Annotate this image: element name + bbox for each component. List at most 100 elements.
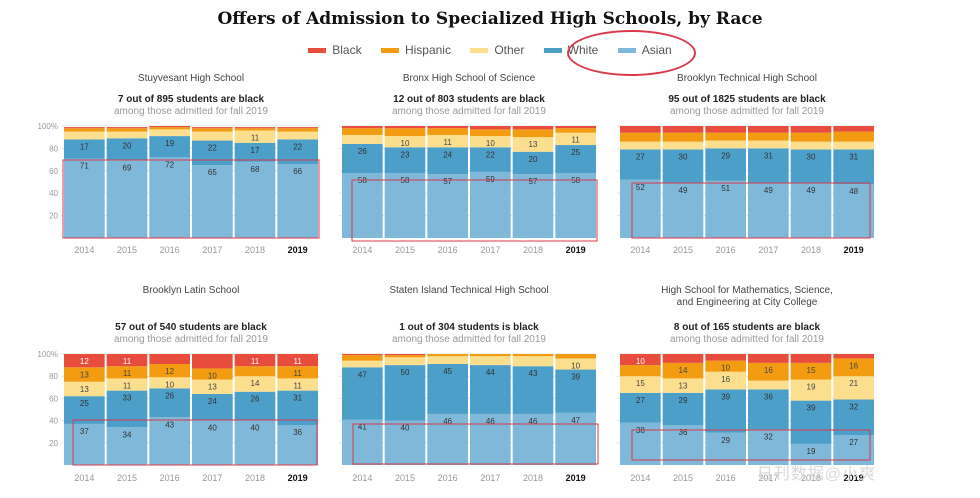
chart-2-bar-asian — [470, 171, 511, 238]
chart-3-bar-black — [748, 126, 789, 133]
chart-2-data-label: 25 — [571, 148, 580, 157]
chart-6-data-label: 21 — [849, 379, 858, 388]
chart-1-bar-hispanic — [234, 128, 276, 131]
chart-4-data-label: 37 — [80, 427, 89, 436]
chart-4-data-label: 25 — [80, 399, 89, 408]
chart-4-y-tick-label: 60 — [49, 394, 58, 403]
chart-6-data-label: 15 — [636, 379, 645, 388]
chart-1-bar-hispanic — [149, 127, 190, 130]
chart-6-bar-white — [748, 389, 789, 430]
chart-5-data-label: 46 — [486, 417, 495, 426]
chart-1-bar-asian — [277, 164, 318, 238]
chart-6-data-label: 36 — [764, 393, 773, 402]
chart-3-bar-other — [790, 141, 832, 150]
chart-3-bar-white — [620, 149, 661, 180]
chart-3-title: Brooklyn Technical High School — [677, 73, 817, 84]
chart-5-x-tick-label: 2014 — [352, 473, 372, 483]
chart-3-data-label: 49 — [807, 186, 816, 195]
chart-5-bar-asian — [384, 420, 426, 465]
chart-2-bar-white — [384, 147, 426, 174]
chart-6-x-tick-label: 2015 — [673, 473, 693, 483]
chart-4-data-label: 11 — [123, 381, 132, 390]
chart-3-x-tick-label: 2017 — [758, 245, 778, 255]
chart-1-bar-black — [234, 127, 276, 129]
chart-2-note: among those admitted for fall 2019 — [392, 106, 546, 117]
chart-2-x-tick-label: 2019 — [566, 245, 586, 255]
chart-6-bar-hispanic — [833, 358, 874, 377]
chart-2-bar-black — [427, 126, 468, 129]
chart-4-bar-black — [277, 354, 318, 367]
chart-2-bar-other — [384, 136, 426, 148]
chart-1-bar-asian — [149, 157, 190, 238]
chart-3-data-label: 27 — [636, 153, 645, 162]
chart-5-bar-hispanic — [342, 355, 383, 361]
chart-2-bar-asian — [384, 173, 426, 238]
chart-4-y-tick-label: 100% — [38, 350, 58, 359]
chart-1-data-label: 71 — [80, 161, 89, 170]
chart-5-bar-black — [342, 354, 383, 356]
chart-3-bar-hispanic — [833, 131, 874, 142]
chart-4-x-tick-label: 2017 — [202, 473, 222, 483]
chart-4-bar-black — [149, 354, 190, 364]
chart-6-bar-white — [620, 392, 661, 423]
chart-1-bar-hispanic — [192, 128, 233, 132]
chart-5-bar-white — [555, 369, 596, 413]
chart-3-bar-black — [790, 126, 832, 133]
chart-3-bar-other — [662, 141, 704, 150]
chart-2-bar-hispanic — [555, 128, 596, 133]
chart-6-data-label: 16 — [721, 375, 730, 384]
chart-2-data-label: 58 — [358, 176, 367, 185]
chart-5-x-tick-label: 2017 — [480, 473, 500, 483]
chart-4-data-label: 40 — [208, 424, 217, 433]
chart-4-bar-white — [106, 390, 148, 428]
chart-6-x-tick-label: 2017 — [758, 473, 778, 483]
chart-5-subtitle: 1 out of 304 students is black — [399, 322, 539, 333]
chart-2-bar-hispanic — [427, 128, 468, 135]
chart-2-data-label: 22 — [486, 150, 495, 159]
chart-6-data-label: 29 — [721, 436, 730, 445]
chart-4-bar-black — [192, 354, 233, 369]
chart-6-data-label: 10 — [721, 364, 730, 373]
chart-3-bar-hispanic — [705, 132, 746, 141]
chart-4-bar-other — [149, 377, 190, 389]
chart-3-data-label: 49 — [679, 186, 688, 195]
chart-5-bar-white — [342, 367, 383, 420]
chart-3-bar-asian — [833, 184, 874, 238]
chart-6-bar-other — [790, 379, 832, 401]
chart-1-data-label: 11 — [251, 133, 260, 142]
chart-2-x-tick-label: 2017 — [480, 245, 500, 255]
chart-5-bar-hispanic — [470, 354, 511, 357]
chart-5-data-label: 46 — [529, 417, 538, 426]
chart-2-bar-black — [470, 126, 511, 130]
chart-2-data-label: 10 — [486, 139, 495, 148]
chart-6-bar-asian — [748, 429, 789, 465]
chart-3-bar-black — [620, 126, 661, 133]
chart-6-data-label: 27 — [849, 438, 858, 447]
chart-3-bar-black — [662, 126, 704, 133]
chart-3-data-label: 51 — [721, 184, 730, 193]
chart-5-data-label: 10 — [571, 361, 580, 370]
chart-3-data-label: 30 — [807, 153, 816, 162]
chart-4-note: among those admitted for fall 2019 — [114, 334, 268, 345]
chart-4-bar-hispanic — [149, 363, 190, 378]
chart-3-data-label: 31 — [764, 151, 773, 160]
chart-1-bar-white — [106, 138, 148, 161]
chart-1-y-tick-label: 60 — [49, 167, 58, 176]
chart-1-y-tick-label: 80 — [49, 144, 58, 153]
chart-2-x-tick-label: 2018 — [523, 245, 543, 255]
chart-6-bar-hispanic — [748, 362, 789, 381]
chart-4-bar-white — [64, 396, 105, 424]
chart-main-title: Offers of Admission to Specialized High … — [217, 9, 763, 29]
chart-1-y-tick-label: 100% — [38, 122, 58, 131]
chart-4-bar-hispanic — [192, 368, 233, 380]
chart-6-bar-other — [833, 376, 874, 400]
chart-6-data-label: 13 — [679, 381, 688, 390]
chart-3-subtitle: 95 out of 1825 students are black — [668, 94, 826, 105]
chart-4-bar-other — [234, 376, 276, 392]
chart-1-asian-highlight-box — [62, 159, 320, 239]
chart-4-bar-white — [149, 388, 190, 418]
chart-6-bar-hispanic — [620, 365, 661, 377]
chart-1-bar-white — [234, 142, 276, 162]
chart-6-data-label: 14 — [679, 366, 688, 375]
